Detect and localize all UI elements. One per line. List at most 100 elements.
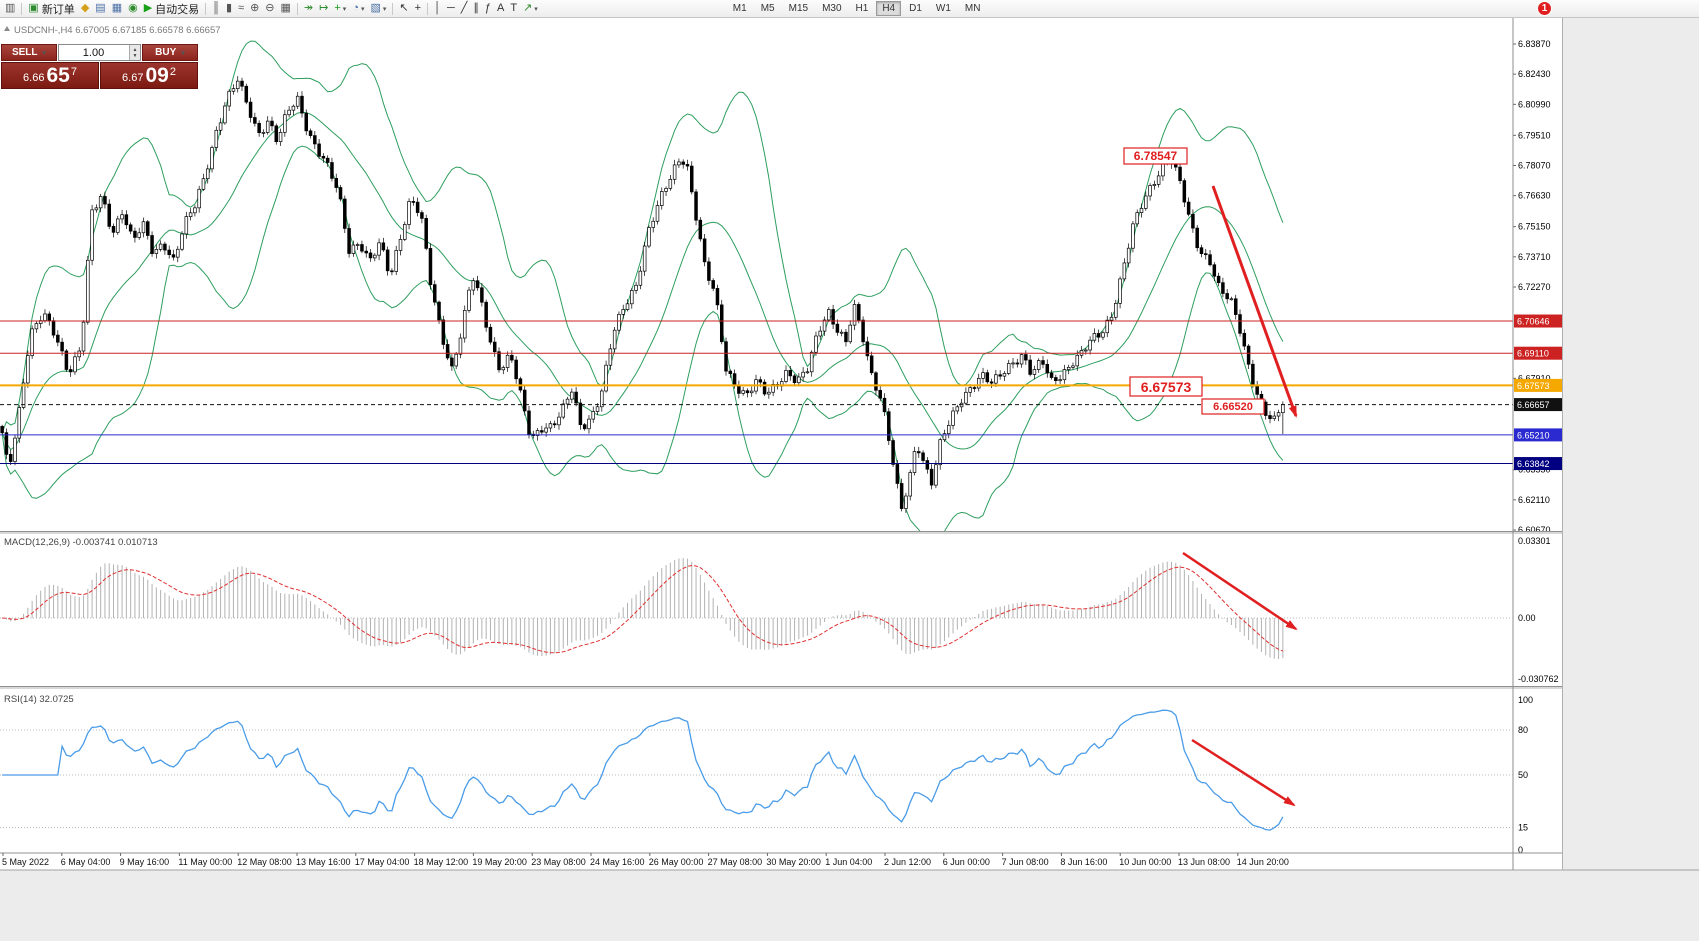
sell-button[interactable]: SELL ▾	[1, 44, 57, 61]
autotrade-button-label: 自动交易	[155, 3, 200, 16]
timeframe-m1[interactable]: M1	[732, 3, 747, 14]
buy-price-pipette: 2	[169, 66, 176, 78]
spinner-down-icon[interactable]: ▼	[132, 52, 138, 59]
zoom-out-icon: ⊖	[265, 2, 275, 14]
chevron-down-icon: ▾	[181, 49, 185, 57]
market-watch-icon[interactable]: ▦	[109, 1, 125, 17]
auto-scroll-icon[interactable]: ↠	[301, 1, 316, 17]
svg-text:18 May 12:00: 18 May 12:00	[414, 857, 469, 867]
timeframe-d1[interactable]: D1	[909, 3, 922, 14]
price-annotation-box	[1123, 147, 1188, 165]
one-click-trading-panel: SELL ▾ 1.00 ▲ ▼ BUY ▾ 6.66 65 7	[1, 44, 198, 89]
candlestick-chart-icon: ▮	[225, 2, 233, 14]
svg-text:6.66657: 6.66657	[1517, 400, 1550, 410]
template-icon: ▧	[370, 2, 381, 14]
crosshair-icon[interactable]: +	[412, 1, 424, 17]
arrows-icon[interactable]: ↗ ▾	[520, 1, 541, 17]
trend-arrow	[1211, 185, 1298, 418]
trendline-icon: ╱	[460, 2, 468, 14]
line-chart-icon[interactable]: ≈	[235, 1, 247, 17]
crosshair-icon: +	[414, 2, 422, 14]
chart-shift-icon: ↦	[319, 2, 329, 14]
label-icon[interactable]: T	[507, 1, 520, 17]
chevron-down-icon: ▾	[360, 5, 365, 13]
candlestick-chart-icon[interactable]: ▮	[223, 1, 235, 17]
zoom-in-icon[interactable]: ⊕	[247, 1, 262, 17]
timeframe-h1[interactable]: H1	[855, 3, 869, 14]
new-chart-icon: +	[334, 2, 341, 14]
navigator-icon[interactable]: ◉	[125, 1, 141, 17]
compass-icon[interactable]: ◆	[78, 1, 92, 17]
svg-text:RSI(14) 32.0725: RSI(14) 32.0725	[4, 694, 74, 705]
notification-badge[interactable]: 1	[1537, 1, 1552, 16]
svg-text:6 Jun 00:00: 6 Jun 00:00	[943, 857, 990, 867]
timeframe-mn[interactable]: MN	[964, 3, 981, 14]
template-icon[interactable]: ▧ ▾	[367, 1, 389, 17]
svg-text:24 May 16:00: 24 May 16:00	[590, 857, 645, 867]
horizontal-line-icon[interactable]: ─	[444, 1, 458, 17]
grid-icon[interactable]: ▦	[278, 1, 294, 17]
arrows-icon: ↗	[523, 2, 533, 14]
chevron-down-icon: ▾	[382, 5, 387, 13]
clock-icon[interactable]: ◔ ▾	[349, 1, 367, 17]
svg-text:30 May 20:00: 30 May 20:00	[766, 857, 821, 867]
svg-text:6.79510: 6.79510	[1518, 130, 1551, 140]
price-annotation-text: 6.66520	[1213, 401, 1253, 413]
svg-text:0.03301: 0.03301	[1518, 536, 1551, 546]
timeframe-m15[interactable]: M15	[788, 3, 809, 14]
volume-value: 1.00	[82, 46, 105, 59]
svg-text:14 Jun 20:00: 14 Jun 20:00	[1237, 857, 1289, 867]
volume-stepper[interactable]: ▲ ▼	[129, 45, 140, 60]
bar-chart-icon[interactable]: ║	[209, 1, 223, 17]
new-order-button-label: 新订单	[41, 3, 75, 16]
fibonacci-icon: ƒ	[484, 2, 491, 14]
svg-text:7 Jun 08:00: 7 Jun 08:00	[1002, 857, 1049, 867]
vertical-line-icon[interactable]: │	[431, 1, 444, 17]
toolbar-separator	[21, 2, 23, 15]
timeframe-h4[interactable]: H4	[876, 1, 902, 16]
chart-canvas[interactable]: 6.83870 6.82430 6.80990 6.79510 6.78070 6.766…	[0, 18, 1699, 941]
price-annotation-box	[1129, 376, 1203, 397]
svg-text:2 Jun 12:00: 2 Jun 12:00	[884, 857, 931, 867]
sell-price-pipette: 7	[70, 66, 77, 78]
sell-price-button[interactable]: 6.66 65 7	[1, 62, 99, 89]
sell-button-label: SELL	[11, 47, 38, 58]
svg-text:100: 100	[1518, 695, 1533, 705]
horizontal-line-icon: ─	[446, 2, 455, 14]
chart-window-icon[interactable]: ▥	[2, 1, 18, 17]
toolbar-separator	[205, 2, 207, 15]
svg-text:15: 15	[1518, 823, 1528, 833]
toolbar: ▥ ▣ 新订单 ◆ ▤ ▦ ◉ ▶ 自动交易 ║ ▮ ≈ ⊕ ⊖ ▦ ↠ ↦ + ▾ ◔ ▾ ▧ ▾ ↖ + │ ─ ╱ ∥ ƒ A T ↗ ▾ …	[0, 0, 1699, 18]
sell-price-prefix: 6.66	[23, 71, 45, 84]
fibonacci-icon[interactable]: ƒ	[482, 1, 494, 17]
svg-text:6.80990: 6.80990	[1518, 99, 1551, 109]
new-order-button[interactable]: ▣ 新订单	[25, 1, 77, 17]
trendline-icon[interactable]: ╱	[458, 1, 471, 17]
print-icon[interactable]: ▤	[92, 1, 108, 17]
chart-shift-icon[interactable]: ↦	[316, 1, 331, 17]
buy-price-button[interactable]: 6.67 09 2	[100, 62, 198, 89]
new-chart-icon[interactable]: + ▾	[331, 1, 349, 17]
svg-text:6.62110: 6.62110	[1518, 495, 1550, 505]
time-axis: 5 May 2022 6 May 04:00 9 May 16:00 11 May 0…	[2, 853, 1289, 867]
timeframe-w1[interactable]: W1	[935, 3, 951, 14]
timeframe-m30[interactable]: M30	[822, 3, 842, 14]
level-lines[interactable]	[0, 320, 1513, 465]
cursor-icon[interactable]: ↖	[396, 1, 411, 17]
svg-text:6.72270: 6.72270	[1518, 282, 1551, 292]
timeframe-buttons: M1 M5 M15 M30 H1 H4 D1 W1 MN	[726, 1, 988, 16]
autotrade-button[interactable]: ▶ 自动交易	[141, 1, 202, 17]
timeframe-m5[interactable]: M5	[760, 3, 775, 14]
auto-scroll-icon: ↠	[303, 2, 314, 14]
spinner-up-icon[interactable]: ▲	[132, 46, 138, 53]
svg-text:6.78070: 6.78070	[1518, 161, 1551, 171]
volume-input[interactable]: 1.00 ▲ ▼	[58, 44, 141, 61]
toolbar-separator	[296, 2, 298, 15]
text-icon[interactable]: A	[494, 1, 507, 17]
chart-annotations[interactable]: 6.78547 6.67573 6.66520	[1123, 147, 1298, 807]
channel-icon[interactable]: ∥	[470, 1, 482, 17]
svg-text:6.69110: 6.69110	[1517, 349, 1549, 359]
svg-text:11 May 00:00: 11 May 00:00	[178, 857, 232, 867]
buy-button[interactable]: BUY ▾	[142, 44, 198, 61]
zoom-out-icon[interactable]: ⊖	[262, 1, 277, 17]
